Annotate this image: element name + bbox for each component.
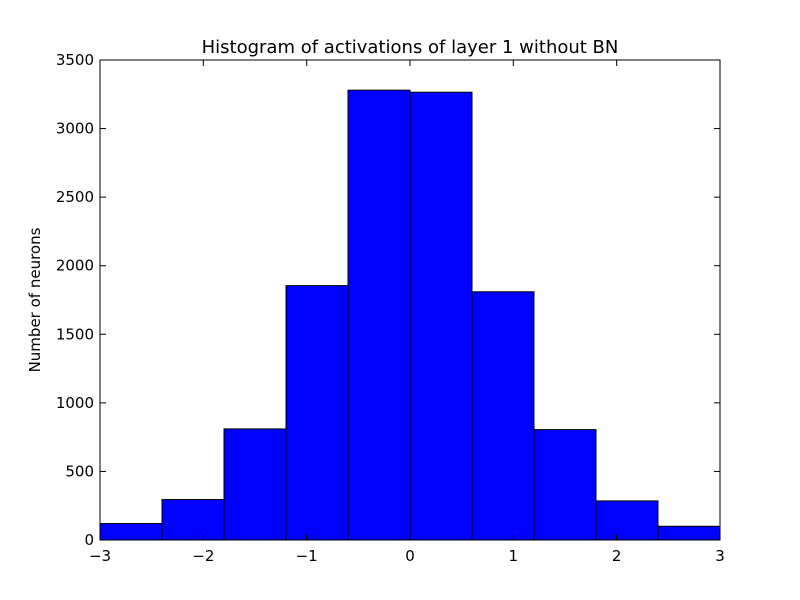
x-tick-label: 3	[715, 547, 725, 565]
histogram-bar	[533, 429, 597, 541]
histogram-bars	[99, 89, 721, 541]
y-tick-label: 1000	[56, 394, 94, 412]
x-tick-label: −2	[192, 547, 214, 565]
histogram-bar	[99, 523, 163, 541]
y-tick-label: 500	[65, 462, 94, 480]
histogram-bar	[657, 525, 721, 541]
y-tick-label: 3000	[56, 120, 94, 138]
histogram-bar	[161, 499, 225, 541]
y-tick-label: 2000	[56, 257, 94, 275]
histogram-bar	[347, 89, 411, 541]
x-tick-label: −1	[296, 547, 318, 565]
x-tick-label: 0	[405, 547, 415, 565]
y-tick-label: 2500	[56, 188, 94, 206]
y-axis-label: Number of neurons	[26, 227, 44, 372]
x-tick-label: 1	[509, 547, 519, 565]
x-tick-label: −3	[89, 547, 111, 565]
histogram-bar	[409, 91, 473, 541]
histogram-bar	[595, 500, 659, 541]
histogram-bar	[223, 428, 287, 541]
axis-ticks: −3 −2 −1 0 1 2 3 0 500 1000 1500 2000 2500 3000 3500	[56, 51, 725, 565]
y-tick-label: 0	[84, 531, 94, 549]
y-tick-label: 1500	[56, 325, 94, 343]
chart-title: Histogram of activations of layer 1 with…	[202, 37, 619, 58]
y-tick-label: 3500	[56, 51, 94, 69]
x-tick-label: 2	[612, 547, 622, 565]
histogram-bar	[471, 291, 535, 541]
histogram-bar	[285, 285, 349, 541]
